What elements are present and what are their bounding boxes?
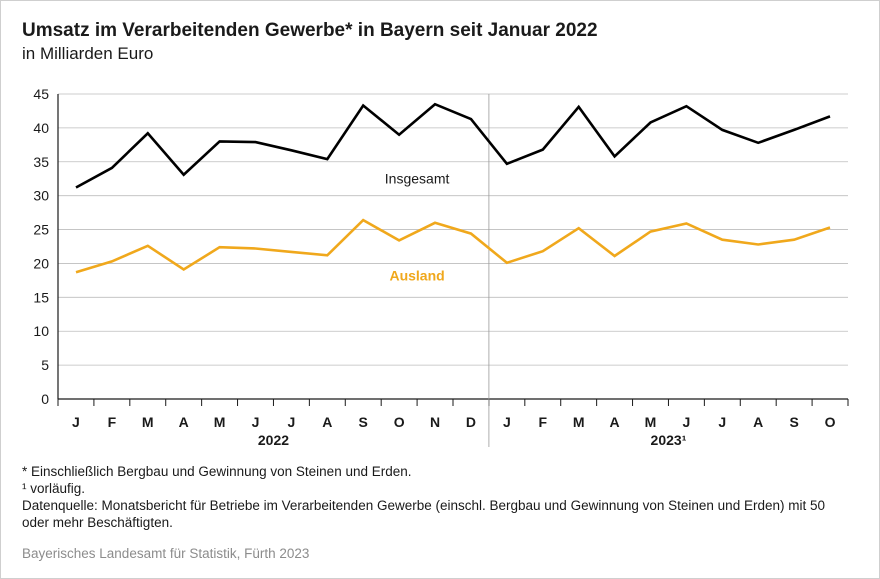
chart-title: Umsatz im Verarbeitenden Gewerbe* in Bay…	[22, 20, 598, 41]
series-label-ausland: Ausland	[389, 267, 444, 283]
x-tick-label: M	[214, 414, 226, 430]
x-tick-label: J	[683, 414, 691, 430]
y-tick-label: 35	[33, 154, 49, 170]
x-tick-label: O	[825, 414, 836, 430]
y-tick-label: 20	[33, 255, 49, 271]
x-tick-label: O	[394, 414, 405, 430]
year-label: 2023¹	[651, 432, 687, 448]
series-line-ausland	[75, 218, 831, 274]
footnotes: * Einschließlich Bergbau und Gewinnung v…	[22, 463, 842, 531]
x-tick-label: A	[322, 414, 332, 430]
footnote-datasource: Datenquelle: Monatsbericht für Betriebe …	[22, 498, 825, 530]
y-tick-label: 40	[33, 120, 49, 136]
y-tick-label: 30	[33, 188, 49, 204]
chart-subtitle: in Milliarden Euro	[22, 44, 154, 63]
x-tick-label: J	[252, 414, 260, 430]
x-tick-label: J	[288, 414, 296, 430]
x-tick-label: S	[789, 414, 798, 430]
x-tick-label: J	[72, 414, 80, 430]
x-tick-label: M	[142, 414, 154, 430]
y-tick-label: 45	[33, 86, 49, 102]
x-tick-label: D	[466, 414, 476, 430]
footnote-scope: * Einschließlich Bergbau und Gewinnung v…	[22, 464, 412, 479]
x-tick-label: A	[610, 414, 620, 430]
y-tick-label: 0	[41, 391, 49, 407]
x-tick-label: J	[718, 414, 726, 430]
series-label-insgesamt: Insgesamt	[385, 170, 450, 186]
x-tick-label: M	[645, 414, 657, 430]
footnote-provisional: ¹ vorläufig.	[22, 481, 86, 496]
x-tick-label: F	[538, 414, 547, 430]
x-tick-label: F	[108, 414, 117, 430]
x-tick-label: A	[179, 414, 189, 430]
x-tick-label: N	[430, 414, 440, 430]
year-label: 2022	[258, 432, 289, 448]
series-line-insgesamt	[75, 102, 831, 189]
y-tick-label: 25	[33, 222, 49, 238]
y-tick-label: 10	[33, 323, 49, 339]
source-credit: Bayerisches Landesamt für Statistik, Für…	[22, 546, 310, 561]
y-tick-label: 5	[41, 357, 49, 373]
x-tick-label: S	[359, 414, 368, 430]
x-tick-label: M	[573, 414, 585, 430]
y-tick-label: 15	[33, 289, 49, 305]
x-tick-label: J	[503, 414, 511, 430]
x-tick-label: A	[753, 414, 763, 430]
